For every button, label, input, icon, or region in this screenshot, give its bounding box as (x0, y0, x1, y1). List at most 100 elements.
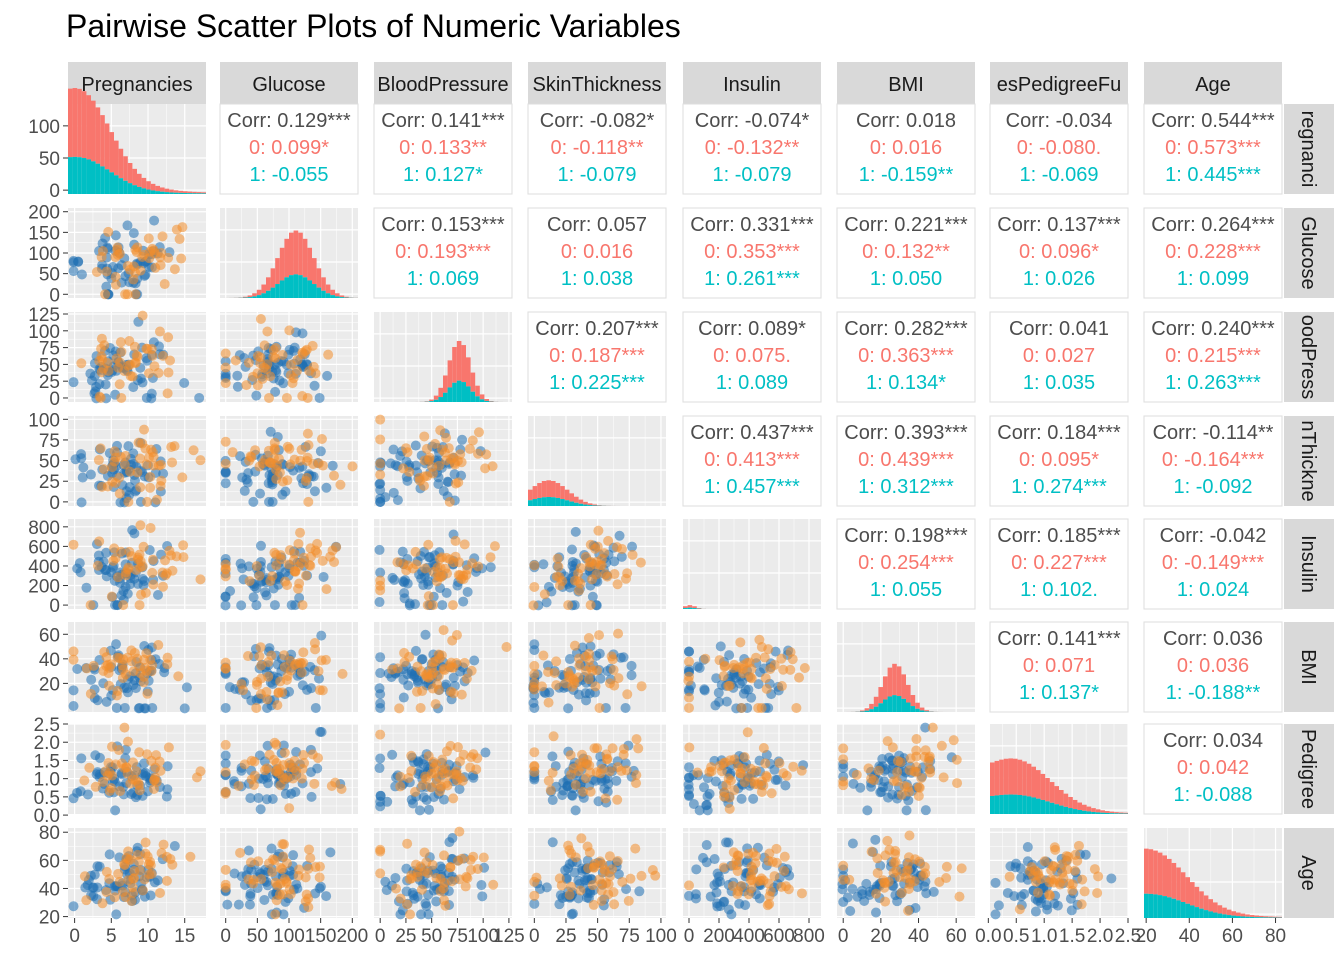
scatter-point (461, 673, 472, 684)
scatter-point (317, 460, 328, 471)
correlation-overall: Corr: 0.034 (1163, 730, 1263, 752)
scatter-point (309, 778, 320, 789)
x-axis-tick-label: 20 (1136, 926, 1157, 947)
histogram-bar-group-1 (335, 296, 340, 298)
column-strip-label-5: Insulin (723, 74, 781, 96)
scatter-point (162, 659, 173, 670)
histogram-bar-group-0 (1203, 895, 1209, 911)
scatter-point (316, 655, 327, 666)
scatter-point (759, 652, 770, 663)
x-axis-tick-label: 2.5 (1115, 926, 1141, 947)
y-axis-tick-label: 200 (28, 203, 60, 224)
scatter-point (781, 770, 792, 781)
scatter-point (627, 549, 638, 560)
correlation-panel (989, 207, 1129, 299)
correlation-overall: Corr: 0.129*** (227, 110, 351, 132)
scatter-point (451, 658, 462, 669)
y-axis-tick-label: 75 (39, 431, 60, 452)
correlation-panel (836, 518, 976, 610)
histogram-bar-group-0 (261, 284, 266, 294)
correlation-group-0: 0: 0.016 (870, 137, 942, 159)
scatter-point (95, 443, 106, 454)
scatter-point (541, 597, 552, 608)
scatter-point (399, 657, 410, 668)
column-strip-4 (528, 62, 666, 104)
scatter-point (418, 792, 429, 803)
scatter-point (174, 234, 185, 245)
scatter-point (684, 742, 695, 753)
scatter-point (938, 772, 949, 783)
scatter-point (417, 654, 428, 665)
scatter-point (245, 857, 256, 868)
scatter-point (548, 731, 559, 742)
scatter-point (298, 750, 309, 761)
histogram-bar-group-1 (312, 284, 317, 298)
scatter-point (594, 702, 605, 713)
histogram-bar-group-1 (1254, 917, 1259, 918)
scatter-point (283, 559, 294, 570)
histogram-bar-group-0 (1153, 850, 1158, 895)
scatter-point (560, 865, 571, 876)
scatter-point (1077, 874, 1088, 885)
scatter-point (267, 793, 278, 804)
scatter-point (870, 834, 881, 845)
scatter-point (547, 751, 558, 762)
correlation-group-1: 1: 0.261*** (704, 268, 800, 290)
scatter-point (699, 782, 710, 793)
scatter-point (626, 660, 637, 671)
scatter-point (375, 801, 386, 812)
scatter-point (764, 848, 775, 859)
scatter-point (785, 664, 796, 675)
scatter-point (110, 230, 121, 241)
histogram-bar-group-0 (104, 123, 110, 170)
histogram-bar-group-0 (443, 375, 448, 393)
scatter-point (388, 444, 399, 455)
scatter-point (402, 899, 413, 910)
scatter-point (563, 600, 574, 611)
scatter-point (445, 686, 456, 697)
scatter-point (427, 468, 438, 479)
scatter-point (156, 847, 167, 858)
scatter-point (261, 686, 272, 697)
scatter-point (111, 353, 122, 364)
scatter-point (115, 786, 126, 797)
scatter-point (763, 855, 774, 866)
scatter-point (91, 266, 102, 277)
histogram-bar-group-1 (869, 709, 874, 712)
scatter-point (761, 683, 772, 694)
scatter-point (166, 442, 177, 453)
scatter-point (896, 888, 907, 899)
scatter-point (76, 269, 87, 280)
histogram-bar-group-0 (1114, 812, 1119, 814)
histogram-bar-group-1 (325, 293, 331, 298)
scatter-point (285, 370, 296, 381)
scatter-point (892, 767, 903, 778)
scatter-point (573, 585, 584, 596)
scatter-point (148, 245, 159, 256)
scatter-point (448, 793, 459, 804)
scatter-point (122, 220, 133, 231)
scatter-point (296, 444, 307, 455)
histogram-bar-group-1 (555, 497, 561, 506)
histogram-bar-group-0 (325, 284, 331, 294)
scatter-point (1030, 906, 1041, 917)
scatter-point (390, 872, 401, 883)
correlation-group-1: 1: -0.055 (250, 164, 329, 186)
scatter-point (145, 522, 156, 533)
scatter-point (880, 896, 891, 907)
histogram-bar-group-1 (261, 293, 266, 298)
scatter-point (739, 752, 750, 763)
histogram-bar-group-0 (447, 360, 453, 388)
scatter-point (100, 289, 111, 300)
correlation-group-1: 1: 0.457*** (704, 476, 800, 498)
scatter-point (528, 697, 539, 708)
correlation-group-1: 1: 0.274*** (1011, 476, 1107, 498)
histogram-bar-group-0 (1194, 886, 1200, 908)
scatter-point (317, 685, 328, 696)
histogram-bar-group-1 (887, 696, 893, 712)
scatter-point (743, 848, 754, 859)
scatter-point (556, 880, 567, 891)
scatter-point (529, 678, 540, 689)
scatter-point (321, 891, 332, 902)
correlation-group-1: 1: -0.069 (1020, 164, 1099, 186)
